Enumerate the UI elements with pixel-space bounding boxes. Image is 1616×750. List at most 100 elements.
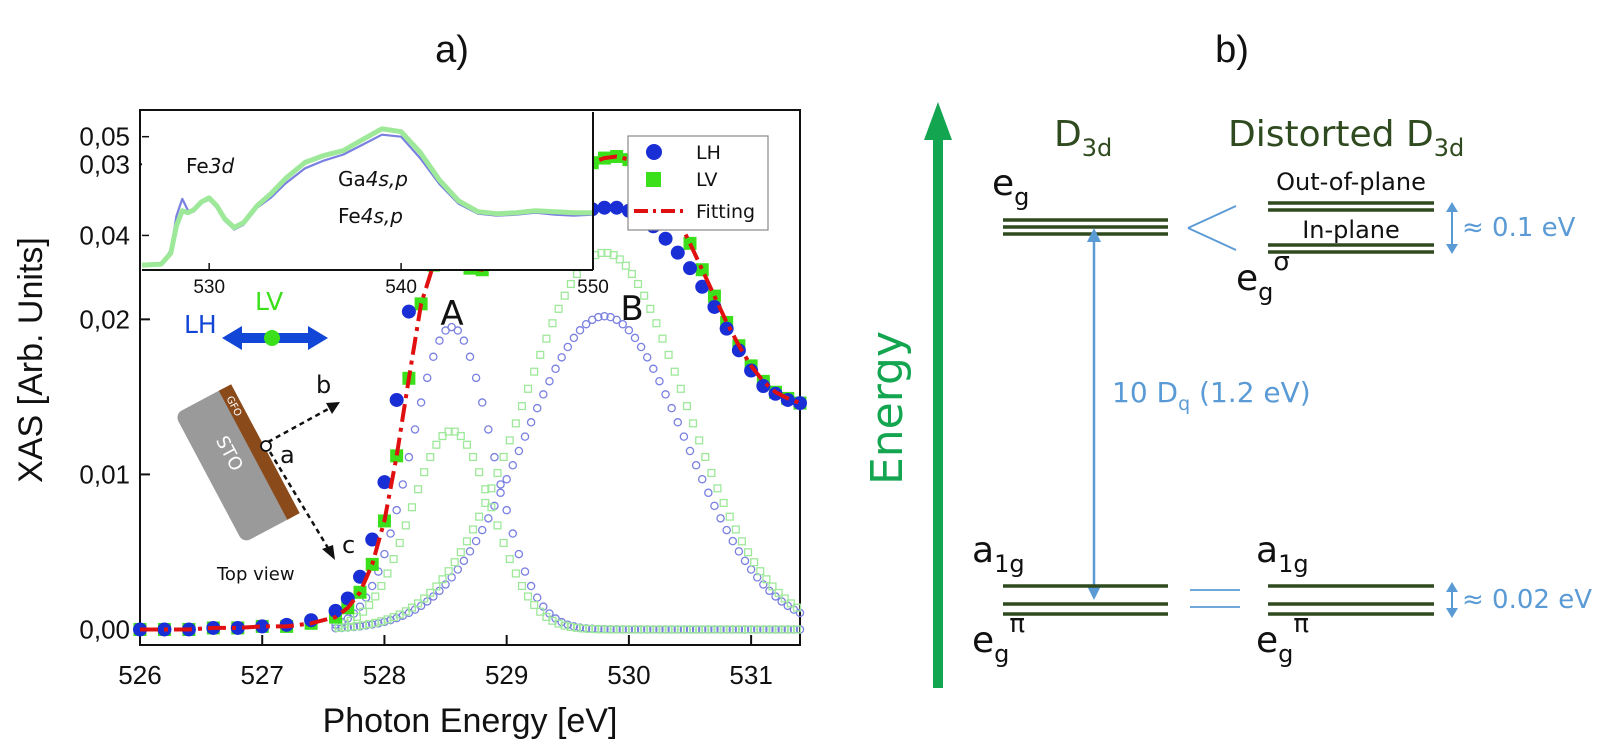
lh-point (793, 396, 807, 411)
gfo-film (218, 384, 300, 520)
legend-fit-label: Fitting (696, 201, 755, 223)
component-point (481, 498, 490, 507)
gap-arrowhead-up-icon (1087, 228, 1101, 242)
eg-label: eg (992, 163, 1029, 211)
inset-series (141, 126, 594, 268)
component-point (756, 625, 765, 634)
component-point (420, 594, 429, 603)
component-point (401, 521, 410, 530)
component-point (701, 625, 710, 634)
component-point (456, 432, 465, 441)
lh-point (255, 619, 270, 634)
t2g-split-label: ≈ 0.02 eV (1462, 585, 1592, 615)
energy-level-diagram: Energy D3d Distorted D3d eg Out-of-plane… (862, 102, 1592, 688)
in-plane-label: In-plane (1302, 216, 1400, 244)
component-point (780, 594, 789, 603)
component-point (395, 538, 404, 547)
x-tick-label: 530 (607, 660, 650, 690)
component-point (646, 304, 655, 313)
component-point (365, 600, 374, 610)
component-point (655, 376, 664, 386)
component-point (624, 326, 634, 335)
component-point (407, 503, 416, 512)
split-fan-upper (1187, 205, 1237, 229)
component-point (554, 304, 563, 313)
component-point (551, 364, 560, 374)
inset-chart: 530 540 550 0,04 0,05 Fe3d Ga4s,p Fe4s,p (79, 112, 609, 298)
t2g-level-right (1268, 584, 1434, 616)
component-point (737, 625, 746, 634)
component-point (560, 621, 569, 630)
lh-point (670, 245, 685, 260)
t2g-split-arrowhead-up-icon (1446, 582, 1458, 592)
fitting-curve (140, 154, 801, 632)
x-tick-label: 529 (485, 660, 528, 690)
a1g-left-label: a1g (972, 530, 1025, 578)
inset-x-tick-label: 530 (193, 277, 225, 298)
component-point (792, 625, 801, 634)
lh-point (707, 299, 722, 314)
component-point (603, 625, 612, 634)
inset-y-tick-label: 0,04 (79, 220, 130, 250)
component-point (398, 480, 408, 489)
lh-point (658, 231, 673, 246)
component-point (569, 333, 579, 343)
component-point (621, 261, 630, 270)
component-point (441, 326, 450, 335)
component-point (768, 582, 777, 591)
component-point (594, 312, 603, 322)
component-point (459, 556, 469, 566)
component-point (713, 484, 722, 493)
component-point (566, 622, 575, 632)
component-point (496, 488, 505, 498)
c-axis-line (268, 451, 330, 549)
main-plot-frame (139, 109, 801, 646)
component-point (652, 319, 661, 328)
component-point (701, 452, 710, 462)
component-point (389, 554, 398, 564)
component-point (422, 373, 432, 383)
a1g-right-label: a1g (1256, 530, 1309, 578)
component-point (508, 529, 518, 538)
component-point (719, 498, 728, 507)
component-point (505, 554, 514, 564)
component-point (465, 352, 475, 362)
component-point (520, 567, 530, 576)
component-point (346, 622, 355, 631)
component-point (676, 625, 685, 634)
component-point (670, 367, 679, 376)
component-point (481, 485, 490, 494)
component-point (539, 390, 548, 399)
lh-point (731, 343, 746, 358)
component-point (416, 398, 426, 407)
component-point (517, 581, 526, 591)
component-point (636, 342, 646, 352)
egpi-left-label: egπ (972, 609, 1025, 668)
component-point (707, 625, 716, 634)
component-point (716, 514, 725, 523)
component-point (618, 319, 628, 329)
eg-split-arrowhead-down-icon (1446, 244, 1458, 254)
component-point (536, 607, 545, 616)
component-point (508, 461, 518, 470)
component-point (664, 350, 673, 359)
component-point (768, 625, 777, 634)
component-point (627, 269, 636, 278)
component-point (615, 625, 624, 634)
component-point (722, 525, 731, 535)
component-point (557, 353, 566, 362)
component-point (792, 603, 801, 612)
y-tick-label: 0,01 (79, 459, 130, 489)
axis-a-label: a (280, 441, 295, 469)
component-point (719, 625, 728, 634)
component-point (389, 613, 398, 622)
component-point (603, 248, 612, 257)
component-point (450, 558, 459, 567)
component-point (502, 505, 511, 515)
component-point (581, 319, 591, 329)
component-point (484, 425, 493, 434)
inset-line-lv (141, 126, 593, 268)
component-point (725, 625, 734, 634)
component-point (475, 468, 484, 477)
component-point (511, 419, 520, 428)
